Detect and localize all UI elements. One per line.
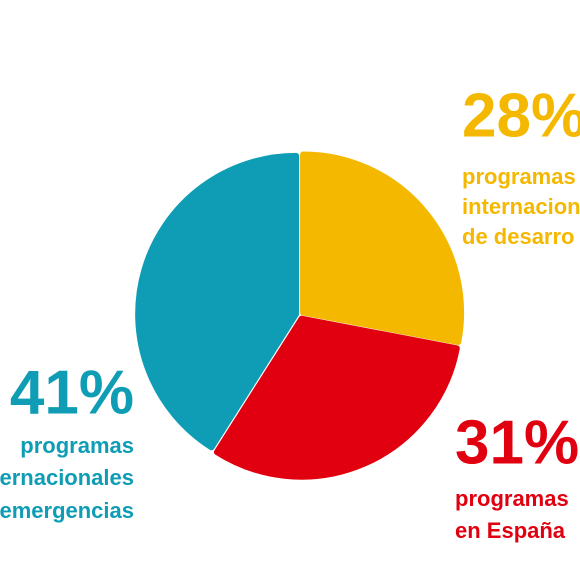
value-label: 31% [455, 408, 579, 477]
slice-label: de desarro [462, 224, 575, 249]
value-label: 28% [462, 81, 580, 150]
slice-label: programas [455, 486, 569, 511]
value-label: 41% [10, 358, 134, 427]
pie-slice [300, 151, 465, 346]
slice-label: ernacionales [0, 465, 134, 490]
pie-slice [213, 315, 460, 480]
slice-label: programas [20, 433, 134, 458]
slice-label: internacion [462, 194, 580, 219]
slice-label: en España [455, 518, 566, 543]
slice-label: emergencias [0, 498, 134, 523]
pie-slice [135, 152, 300, 451]
slice-label: programas [462, 164, 576, 189]
